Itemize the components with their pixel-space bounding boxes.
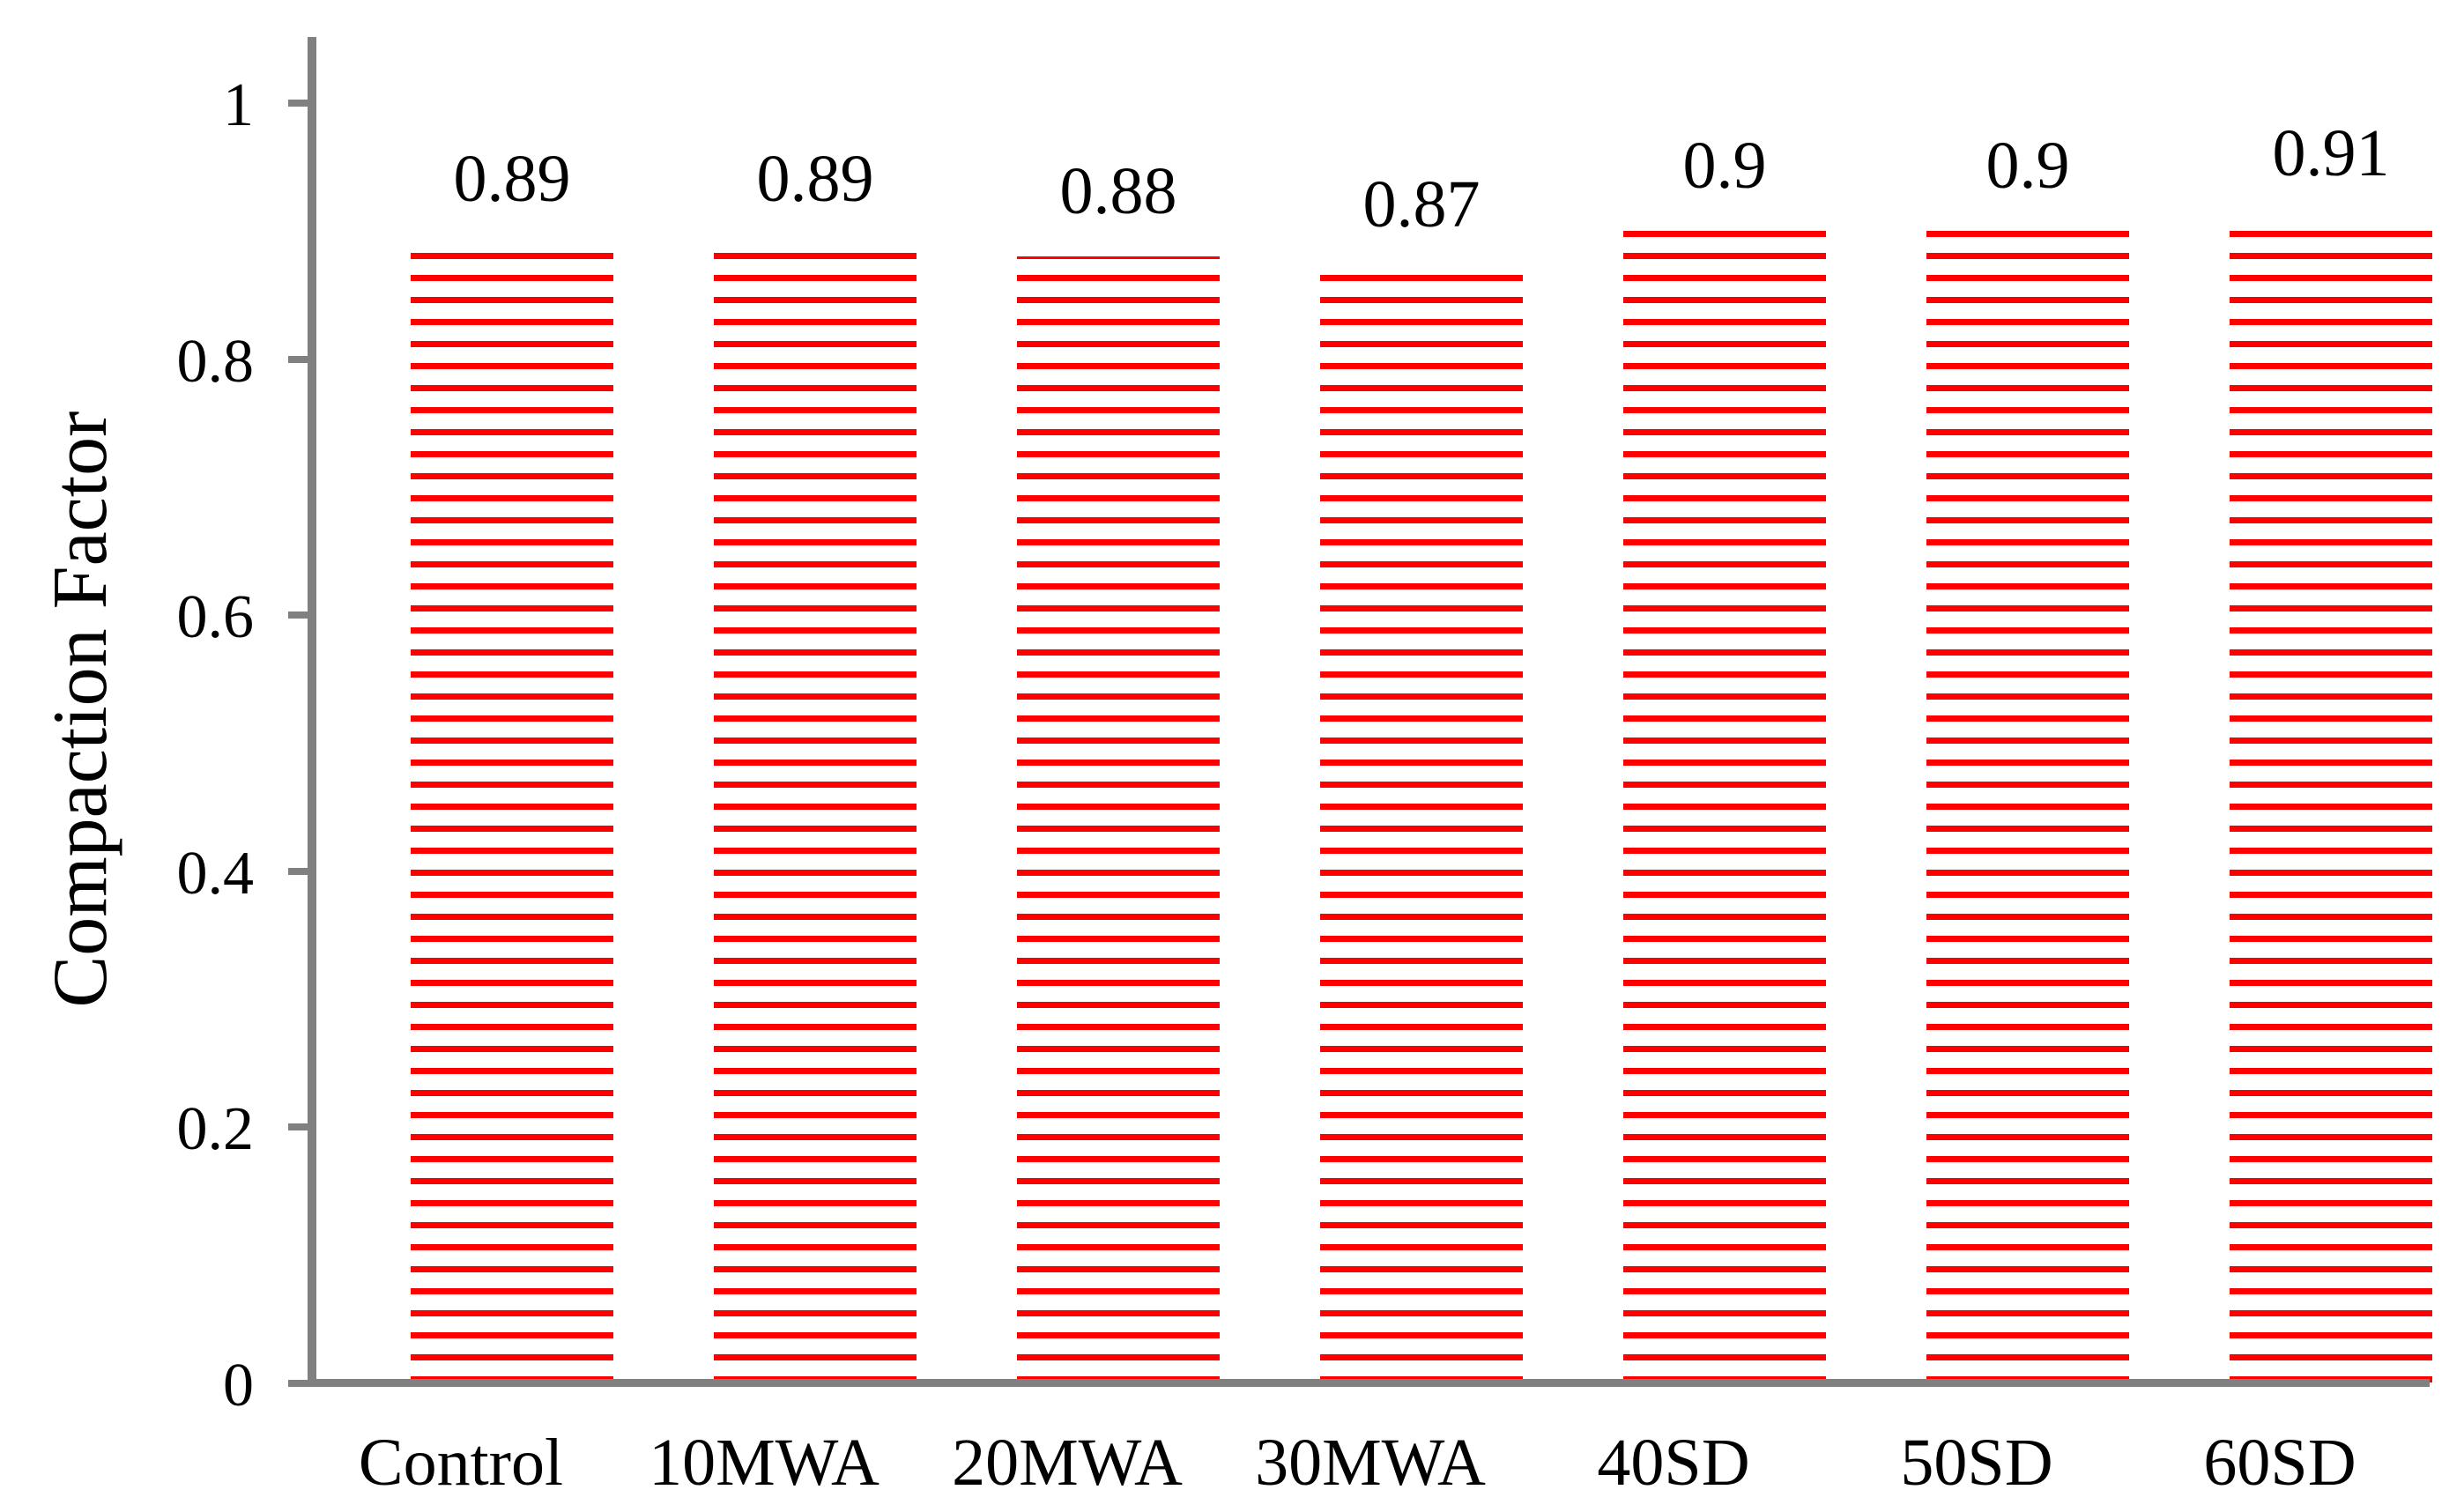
y-axis-tick-label: 0 xyxy=(223,1352,254,1419)
bar-value-label: 0.91 xyxy=(2272,115,2390,190)
x-category-label-30mwa: 30MWA xyxy=(1255,1426,1486,1500)
bar-30mwa xyxy=(1320,269,1523,1383)
bar-value-label: 0.89 xyxy=(756,141,874,216)
x-category-label-50sd: 50SD xyxy=(1900,1426,2053,1500)
y-axis-tick-label: 1 xyxy=(223,71,254,139)
x-category-label-control: Control xyxy=(358,1426,564,1500)
y-axis-tick-label: 0.4 xyxy=(176,839,255,908)
y-axis-line xyxy=(308,37,316,1387)
bar-value-label: 0.87 xyxy=(1362,167,1481,241)
x-category-label-10mwa: 10MWA xyxy=(649,1426,879,1500)
x-axis-line xyxy=(308,1379,2430,1387)
y-axis-tick-label: 0.2 xyxy=(176,1095,255,1164)
y-axis-tick-label: 0.6 xyxy=(176,583,255,652)
y-axis-title: Compaction Factor xyxy=(38,411,123,1008)
bar-50sd xyxy=(1926,231,2129,1383)
y-axis-tick-mark xyxy=(288,1380,308,1387)
y-axis-tick-label: 0.8 xyxy=(176,327,255,396)
y-axis-tick-mark xyxy=(288,611,308,619)
x-category-label-60sd: 60SD xyxy=(2203,1426,2356,1500)
bar-value-label: 0.89 xyxy=(453,141,571,216)
y-axis-tick-mark xyxy=(288,1123,308,1131)
bar-20mwa xyxy=(1017,256,1220,1383)
y-axis-tick-mark xyxy=(288,867,308,875)
bar-60sd xyxy=(2230,218,2432,1383)
bar-10mwa xyxy=(714,243,917,1383)
x-category-label-20mwa: 20MWA xyxy=(952,1426,1183,1500)
bar-value-label: 0.9 xyxy=(1682,129,1767,204)
x-category-label-40sd: 40SD xyxy=(1597,1426,1750,1500)
y-axis-tick-mark xyxy=(288,355,308,363)
y-axis-tick-mark xyxy=(288,100,308,107)
bar-40sd xyxy=(1623,231,1826,1383)
bar-value-label: 0.9 xyxy=(1985,129,2070,204)
bar-value-label: 0.88 xyxy=(1059,154,1177,229)
bar-control xyxy=(411,243,613,1383)
